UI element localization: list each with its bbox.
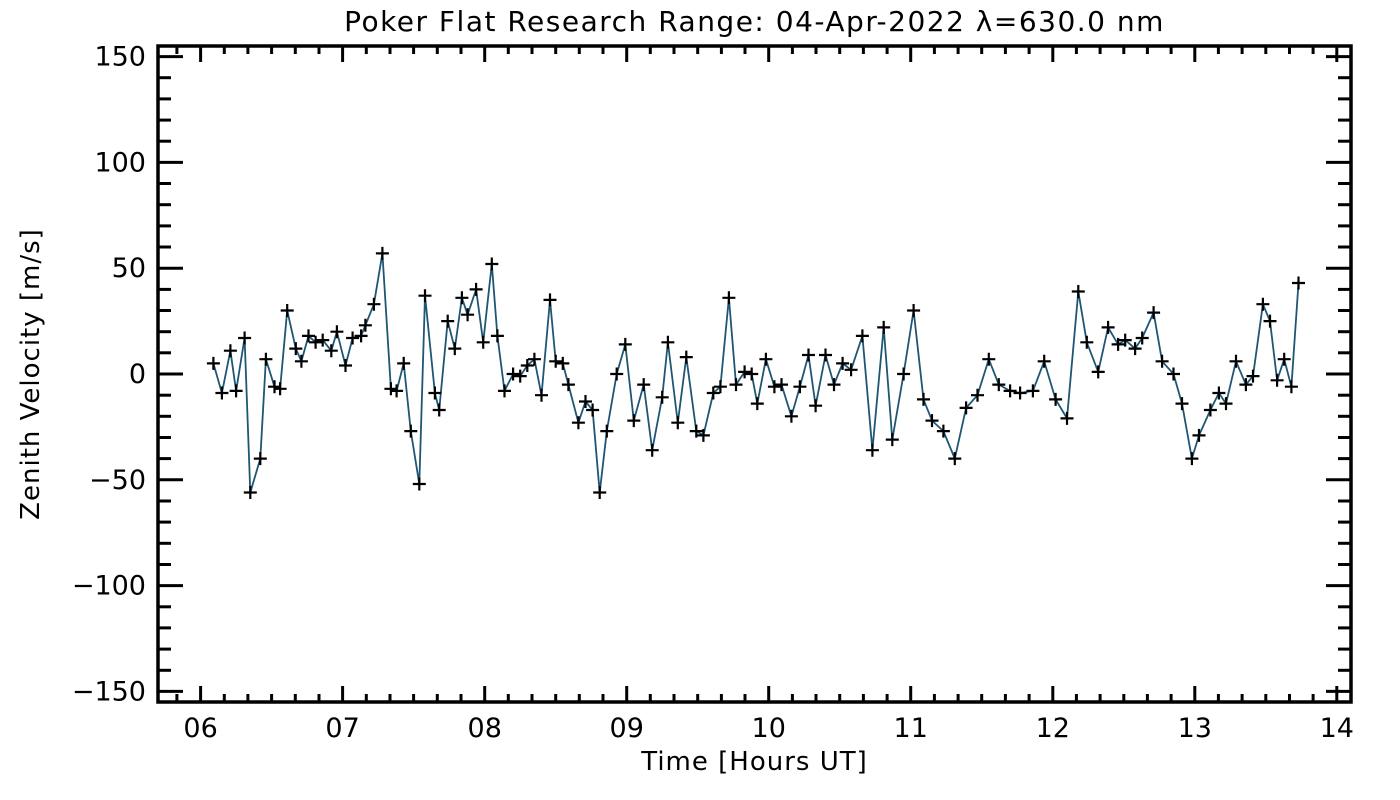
data-markers bbox=[206, 246, 1305, 499]
x-tick-labels: 06 07 08 09 10 11 12 13 14 bbox=[183, 713, 1354, 744]
y-tick-label: −100 bbox=[72, 571, 146, 602]
y-ticks bbox=[158, 55, 1351, 693]
y-tick-labels: 150 100 50 0 −50 −100 −150 bbox=[72, 42, 146, 708]
y-tick-label: 50 bbox=[112, 253, 146, 284]
y-tick-label: −50 bbox=[89, 465, 146, 496]
data-line bbox=[212, 252, 1300, 494]
y-tick-label: 150 bbox=[94, 42, 146, 73]
x-tick-label: 13 bbox=[1178, 713, 1212, 744]
x-tick-label: 06 bbox=[183, 713, 217, 744]
x-tick-label: 09 bbox=[610, 713, 644, 744]
x-axis-label: Time [Hours UT] bbox=[641, 747, 868, 777]
y-tick-label: −150 bbox=[72, 676, 146, 707]
x-tick-label: 12 bbox=[1036, 713, 1070, 744]
x-tick-label: 14 bbox=[1320, 713, 1354, 744]
x-tick-label: 08 bbox=[468, 713, 502, 744]
x-tick-label: 10 bbox=[752, 713, 786, 744]
y-tick-label: 0 bbox=[129, 359, 146, 390]
plus-markers bbox=[206, 246, 1305, 499]
x-tick-label: 07 bbox=[325, 713, 359, 744]
y-tick-label: 100 bbox=[94, 147, 146, 178]
x-ticks bbox=[175, 46, 1339, 702]
x-tick-label: 11 bbox=[894, 713, 928, 744]
chart-title: Poker Flat Research Range: 04-Apr-2022 λ… bbox=[344, 5, 1165, 38]
